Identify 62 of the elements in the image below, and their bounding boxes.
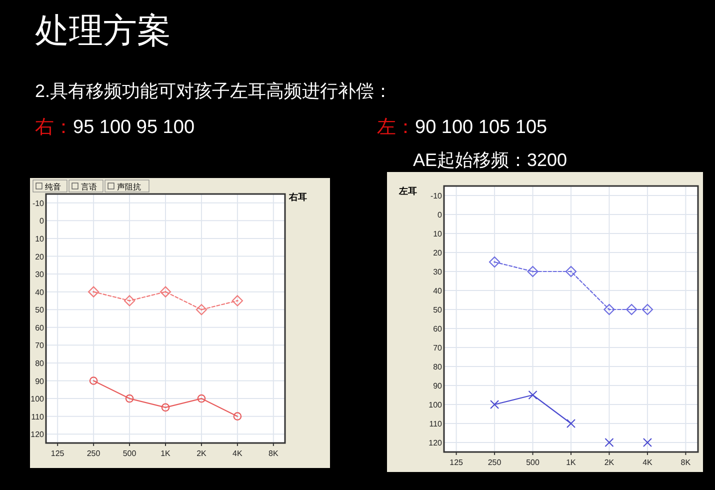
x-tick-label: 8K — [268, 449, 279, 458]
y-tick-label: 120 — [428, 438, 443, 448]
y-tick-label: 110 — [31, 412, 45, 422]
y-tick-label: 20 — [35, 252, 45, 262]
text: AE起始移频：3200 — [413, 150, 568, 170]
point — [124, 295, 136, 306]
chart-title: 右耳 — [288, 192, 307, 202]
y-tick-label: 50 — [433, 306, 443, 314]
y-tick-label: 20 — [433, 248, 443, 258]
x-tick-label: 500 — [526, 458, 540, 467]
text: 左：90 100 105 105 — [377, 117, 548, 138]
point — [161, 403, 170, 412]
x-tick-label: 1K — [566, 458, 577, 467]
y-tick-label: -10 — [430, 192, 443, 200]
y-tick-label: 60 — [433, 324, 443, 334]
x-tick-label: 125 — [50, 449, 65, 458]
point — [88, 286, 100, 298]
point — [160, 286, 172, 298]
y-tick-label: 70 — [433, 344, 443, 352]
y-tick-label: 30 — [433, 268, 443, 276]
y-tick-label: 90 — [433, 382, 443, 390]
x-tick-label: 1K — [160, 449, 172, 458]
y-tick-label: 40 — [35, 288, 45, 297]
text: 声阻抗 — [117, 182, 141, 192]
x-tick-label: 500 — [122, 449, 137, 458]
y-tick-label: 60 — [35, 323, 45, 332]
y-tick-label: 100 — [428, 400, 443, 410]
x-tick-label: 250 — [488, 458, 502, 467]
x-tick-label: 8K — [680, 458, 692, 467]
text: 纯音 — [45, 182, 61, 192]
y-tick-label: 30 — [35, 270, 45, 280]
text: 右：95 100 95 100 — [35, 117, 195, 138]
x-tick-label: 125 — [450, 458, 464, 467]
text: 2.具有移频功能可对孩子左耳高频进行补偿： — [35, 81, 392, 101]
point — [125, 394, 134, 403]
x-tick-label: 2K — [604, 458, 615, 467]
x-tick-label: 4K — [642, 458, 654, 467]
y-tick-label: 80 — [433, 362, 443, 372]
y-tick-label: 120 — [30, 430, 45, 440]
point — [233, 412, 242, 420]
y-tick-label: 40 — [433, 286, 443, 296]
point — [197, 394, 206, 403]
y-tick-label: 110 — [429, 420, 443, 428]
y-tick-label: 50 — [35, 306, 45, 315]
y-tick-label: 80 — [35, 358, 45, 368]
point — [232, 295, 243, 306]
y-tick-label: 90 — [35, 376, 45, 386]
text: 处理方案 — [35, 12, 171, 50]
y-tick-label: 10 — [35, 234, 45, 244]
point — [196, 304, 208, 316]
text: 言语 — [81, 182, 97, 192]
y-tick-label: 100 — [30, 394, 45, 404]
chart-title: 左耳 — [398, 186, 417, 196]
y-tick-label: 70 — [35, 341, 45, 350]
x-tick-label: 250 — [86, 449, 101, 458]
y-tick-label: 0 — [438, 210, 443, 220]
y-tick-label: 0 — [40, 216, 45, 226]
point — [89, 376, 98, 385]
y-tick-label: 10 — [433, 230, 443, 238]
x-tick-label: 4K — [232, 449, 243, 458]
y-tick-label: -10 — [32, 198, 45, 208]
x-tick-label: 2K — [196, 449, 208, 458]
